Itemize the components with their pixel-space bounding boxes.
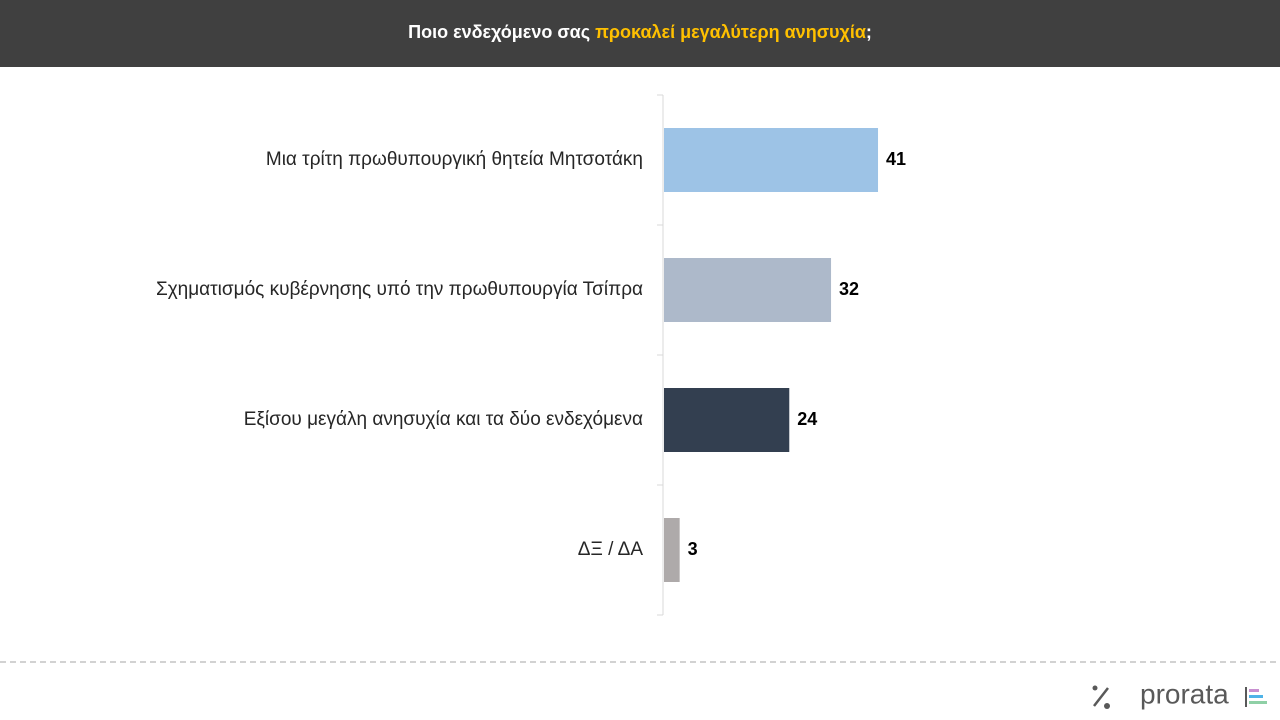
value-label: 41	[886, 149, 906, 169]
bar	[664, 128, 879, 192]
value-label: 3	[688, 539, 698, 559]
title-part: Ποιο ενδεχόμενο σας	[408, 22, 590, 42]
category-label: Εξίσου μεγάλη ανησυχία και τα δύο ενδεχό…	[244, 409, 643, 430]
category-label: Σχηματισμός κυβέρνησης υπό την πρωθυπουρ…	[156, 279, 643, 300]
title-highlight: προκαλεί μεγαλύτερη ανησυχία	[595, 22, 866, 42]
bar	[664, 518, 680, 582]
category-label: Μια τρίτη πρωθυπουργική θητεία Μητσοτάκη	[266, 149, 643, 170]
logo-mark	[1092, 685, 1110, 709]
logo-bars	[1245, 687, 1267, 707]
category-label: ΔΞ / ΔΑ	[578, 539, 644, 560]
value-label: 24	[797, 409, 817, 429]
chart-title: Ποιο ενδεχόμενο σας προκαλεί μεγαλύτερη α…	[408, 22, 872, 42]
bar	[664, 258, 832, 322]
logo-text: prorata	[1140, 678, 1229, 709]
value-label: 32	[839, 279, 859, 299]
bar	[664, 388, 790, 452]
title-part: ;	[866, 22, 872, 42]
header-bar	[0, 0, 1280, 67]
